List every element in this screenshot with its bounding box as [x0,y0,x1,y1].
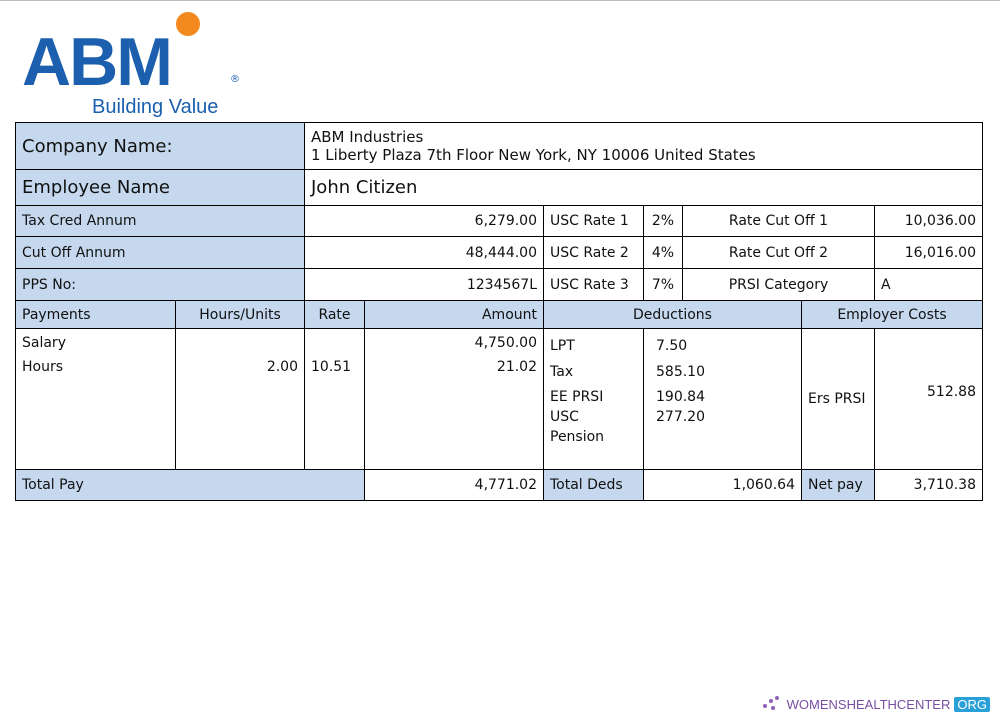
deduction-name: LPT [550,338,575,354]
payment-name: Hours [22,359,64,375]
info-row: PPS No: 1234567L USC Rate 3 7% PRSI Cate… [15,268,983,301]
cut-off-label: Rate Cut Off 1 [682,205,875,237]
company-row: Company Name: ABM Industries 1 Liberty P… [15,122,983,170]
prsi-category-value: A [874,268,983,301]
payment-hours-value [182,331,298,355]
payment-amount: 4,750.00 [474,335,537,351]
payment-name: Salary [22,335,66,351]
totals-row: Total Pay 4,771.02 Total Deds 1,060.64 N… [15,469,983,501]
deduction-name: Tax [550,364,574,380]
cut-off-value: 10,036.00 [874,205,983,237]
abm-logo: ABM ® Building Value [22,12,252,122]
usc-rate-value: 4% [643,236,683,269]
hours-header: Hours/Units [175,300,305,329]
section-header-row: Payments Hours/Units Rate Amount Deducti… [15,300,983,329]
info-label: PPS No: [15,268,305,301]
company-name: ABM Industries [311,128,424,146]
deduction-name: Pension [550,429,605,445]
payment-names: Salary Hours [15,328,176,470]
employee-label: Employee Name [15,169,305,206]
company-label: Company Name: [15,122,305,170]
rate-header: Rate [304,300,365,329]
deduction-name: USC [550,409,579,425]
payment-rates: 10.51 [304,328,365,470]
employee-name: John Citizen [304,169,983,206]
watermark-dots-icon [761,696,783,712]
payment-amounts: 4,750.00 21.02 [364,328,544,470]
net-pay-value: 3,710.38 [874,469,983,501]
company-info: ABM Industries 1 Liberty Plaza 7th Floor… [304,122,983,170]
company-address: 1 Liberty Plaza 7th Floor New York, NY 1… [311,146,756,164]
pps-number: 1234567L [304,268,544,301]
payment-amount: 21.02 [496,359,537,375]
deduction-names: LPT Tax EE PRSI USC Pension [543,328,644,470]
total-pay-value: 4,771.02 [364,469,544,501]
employer-costs-header: Employer Costs [801,300,983,329]
info-label: Tax Cred Annum [15,205,305,237]
watermark-text: WOMENSHEALTHCENTER [786,696,951,712]
payment-rate-value [311,331,358,355]
info-value: 48,444.00 [304,236,544,269]
logo-orange-dot [176,12,200,36]
logo-wordmark: ABM [22,24,173,100]
deduction-name: EE PRSI [550,389,604,405]
deductions-header: Deductions [543,300,802,329]
watermark: WOMENSHEALTHCENTER ORG [761,696,990,712]
deduction-value: 585.10 [656,364,705,380]
total-deds-value: 1,060.64 [643,469,802,501]
total-pay-label: Total Pay [15,469,365,501]
payment-rate-value: 10.51 [311,359,352,375]
net-pay-label: Net pay [801,469,875,501]
usc-rate-label: USC Rate 1 [543,205,644,237]
deduction-values: 7.50 585.10 190.84 277.20 [643,328,802,470]
payment-hours-value: 2.00 [266,359,298,375]
payment-hours: 2.00 [175,328,305,470]
prsi-category-label: PRSI Category [682,268,875,301]
deduction-value: 190.84 [656,389,705,405]
logo-tagline: Building Value [92,96,219,118]
watermark-tld: ORG [954,696,990,712]
amount-header: Amount [364,300,544,329]
cut-off-label: Rate Cut Off 2 [682,236,875,269]
payments-header: Payments [15,300,176,329]
usc-rate-label: USC Rate 3 [543,268,644,301]
deduction-value: 277.20 [656,409,705,425]
employee-row: Employee Name John Citizen [15,169,983,206]
top-border-line [0,0,1000,1]
info-value: 6,279.00 [304,205,544,237]
total-deds-label: Total Deds [543,469,644,501]
deduction-value: 7.50 [656,338,688,354]
employer-cost-value: 512.88 [874,328,983,470]
usc-rate-label: USC Rate 2 [543,236,644,269]
usc-rate-value: 7% [643,268,683,301]
usc-rate-value: 2% [643,205,683,237]
cut-off-value: 16,016.00 [874,236,983,269]
info-label: Cut Off Annum [15,236,305,269]
info-row: Cut Off Annum 48,444.00 USC Rate 2 4% Ra… [15,236,983,269]
detail-row: Salary Hours 2.00 10.51 4,750.00 21.02 L… [15,328,983,470]
employer-cost-label: Ers PRSI [801,328,875,470]
payslip-table: Company Name: ABM Industries 1 Liberty P… [15,122,983,501]
logo-registered-mark: ® [230,74,240,85]
info-row: Tax Cred Annum 6,279.00 USC Rate 1 2% Ra… [15,205,983,237]
